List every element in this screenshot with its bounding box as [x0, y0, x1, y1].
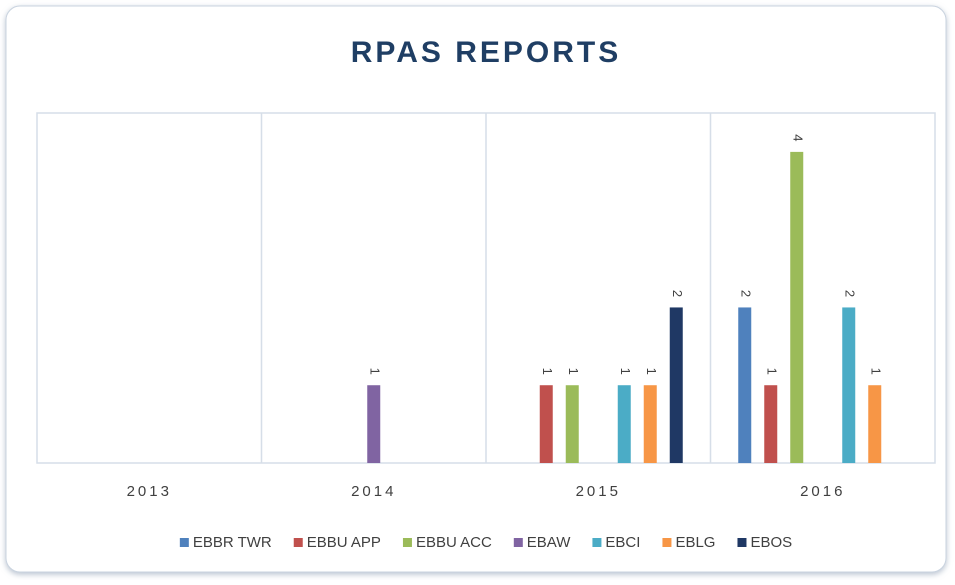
bar	[738, 307, 752, 463]
x-tick-label: 2016	[800, 483, 845, 500]
data-label: 2	[670, 290, 685, 297]
bar	[643, 385, 657, 463]
legend-label: EBOS	[750, 534, 792, 551]
legend-swatch	[513, 538, 523, 547]
data-label: 1	[367, 368, 382, 375]
bar	[764, 385, 778, 463]
legend-swatch	[179, 538, 189, 547]
bar	[669, 307, 683, 463]
bar	[367, 385, 381, 463]
chart-title: RPAS REPORTS	[351, 36, 621, 69]
data-label: 2	[842, 290, 857, 297]
legend-swatch	[592, 538, 602, 547]
legend-swatch	[737, 538, 747, 547]
data-label: 4	[790, 134, 805, 141]
legend-label: EBAW	[527, 534, 571, 551]
data-label: 1	[540, 368, 555, 375]
data-label: 1	[868, 368, 883, 375]
data-label: 1	[764, 368, 779, 375]
legend-label: EBBU APP	[307, 534, 381, 551]
x-tick-label: 2015	[576, 483, 621, 500]
bar	[842, 307, 856, 463]
legend-label: EBBU ACC	[416, 534, 492, 551]
bar	[790, 151, 804, 463]
data-label: 1	[566, 368, 581, 375]
bar	[539, 385, 553, 463]
legend-label: EBCI	[605, 534, 640, 551]
legend-swatch	[293, 538, 303, 547]
bar	[565, 385, 579, 463]
bar	[617, 385, 631, 463]
bar	[868, 385, 882, 463]
legend-swatch	[402, 538, 412, 547]
data-label: 2	[738, 290, 753, 297]
x-tick-label: 2013	[127, 483, 172, 500]
legend-swatch	[662, 538, 672, 547]
data-label: 1	[644, 368, 659, 375]
legend-label: EBBR TWR	[193, 534, 272, 551]
legend-label: EBLG	[675, 534, 715, 551]
data-label: 1	[618, 368, 633, 375]
x-tick-label: 2014	[351, 483, 396, 500]
